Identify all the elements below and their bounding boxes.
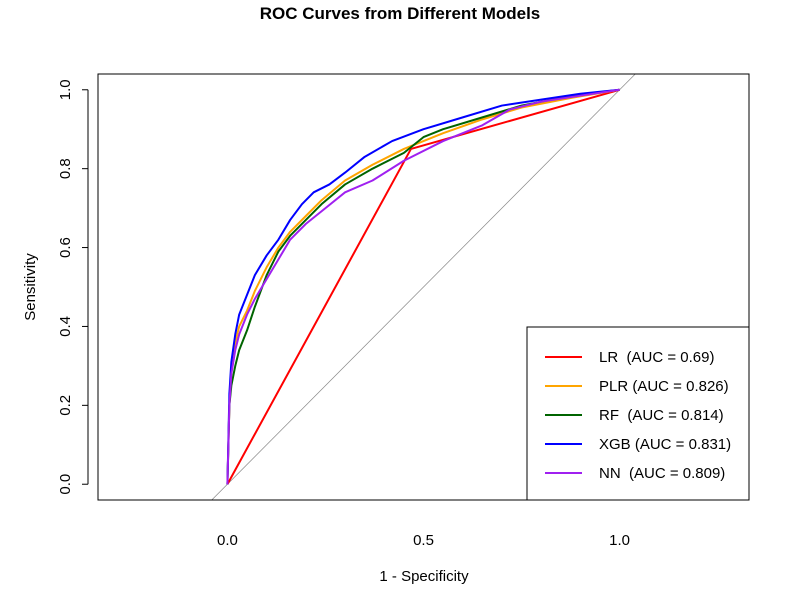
legend-box [526, 326, 750, 501]
roc-curve-series-2 [226, 88, 620, 485]
plot-area [211, 74, 636, 500]
legend: LR (AUC = 0.69) PLR (AUC = 0.826) RF (AUC … [526, 326, 750, 501]
y-tick-label: 1.0 [57, 79, 74, 100]
y-tick-label: 0.0 [57, 474, 74, 495]
y-tick-label: 0.2 [57, 395, 74, 416]
y-tick-label: 0.6 [57, 237, 74, 258]
chart-title: ROC Curves from Different Models [260, 4, 541, 23]
x-tick-label: 0.5 [413, 532, 434, 549]
roc-curve-series-0 [226, 88, 620, 485]
x-tick-label: 1.0 [609, 532, 630, 549]
legend-entry: PLR (AUC = 0.826) [599, 378, 729, 395]
x-axis-label: 1 - Specificity [379, 568, 469, 585]
roc-curve-series-4 [226, 88, 620, 485]
x-axis: 0.0 0.5 1.0 [217, 532, 630, 549]
legend-entry: XGB (AUC = 0.831) [599, 436, 731, 453]
y-tick-label: 0.8 [57, 158, 74, 179]
legend-entry: NN (AUC = 0.809) [599, 465, 725, 482]
legend-entry: LR (AUC = 0.69) [599, 349, 714, 366]
y-axis: 0.0 0.2 0.4 0.6 0.8 1.0 [57, 79, 89, 495]
roc-curve-series-3 [226, 88, 620, 485]
x-tick-label: 0.0 [217, 532, 238, 549]
y-tick-label: 0.4 [57, 316, 74, 337]
reference-diagonal [211, 74, 636, 500]
legend-entry: RF (AUC = 0.814) [599, 407, 724, 424]
y-axis-label: Sensitivity [22, 253, 39, 321]
plot-frame [97, 73, 750, 501]
roc-curve-series-1 [226, 88, 620, 485]
